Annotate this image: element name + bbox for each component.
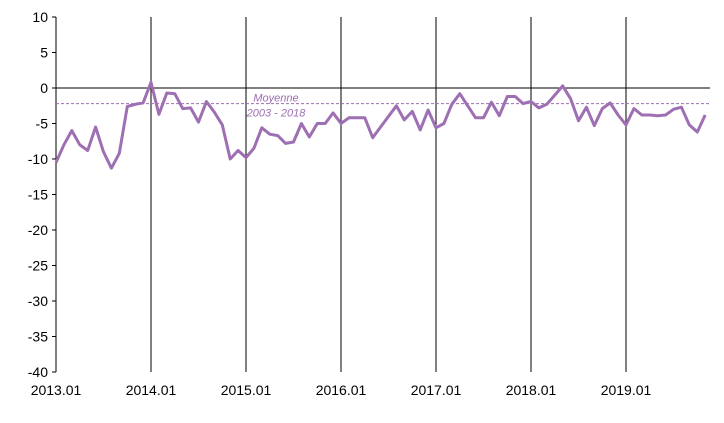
y-tick-label: 0 (40, 80, 48, 96)
x-tick-label: 2014.01 (126, 382, 177, 398)
y-tick-label: 10 (32, 9, 48, 25)
x-tick-label: 2017.01 (411, 382, 462, 398)
y-tick-label: -10 (28, 151, 48, 167)
vertical-gridlines (150, 17, 627, 372)
x-tick-label: 2019.01 (601, 382, 652, 398)
x-tick-label: 2015.01 (221, 382, 272, 398)
x-axis-ticks: 2013.01 2014.01 2015.01 2016.01 2017.01 2018.… (31, 382, 652, 398)
y-tick-label: -25 (28, 258, 48, 274)
y-tick-label: -35 (28, 329, 48, 345)
x-tick-label: 2013.01 (31, 382, 82, 398)
y-tick-label: -40 (28, 364, 48, 380)
average-label-line1: Moyenne (253, 93, 298, 105)
y-axis-ticks: 10 5 0 -5 -10 -15 -20 -25 -30 -35 -40 (28, 9, 56, 380)
y-tick-label: -15 (28, 187, 48, 203)
y-tick-label: -30 (28, 293, 48, 309)
y-tick-label: -5 (36, 116, 49, 132)
y-tick-label: -20 (28, 222, 48, 238)
average-label-line2: 2003 - 2018 (246, 108, 307, 120)
y-tick-label: 5 (40, 45, 48, 61)
x-tick-label: 2016.01 (316, 382, 367, 398)
series-line (54, 80, 707, 170)
x-tick-label: 2018.01 (506, 382, 557, 398)
